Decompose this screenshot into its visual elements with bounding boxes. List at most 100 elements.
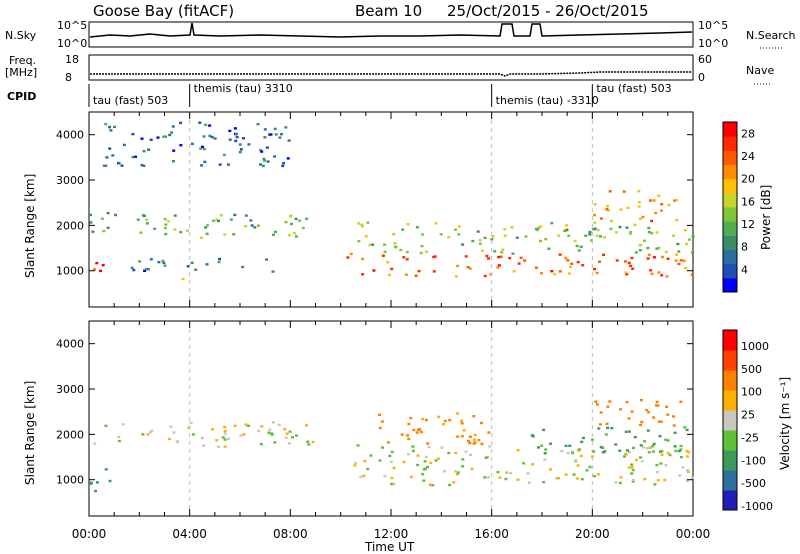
data-cell	[601, 451, 605, 454]
data-cell	[169, 425, 173, 428]
data-cell	[570, 450, 574, 453]
data-cell	[652, 442, 656, 446]
y-tick-label: 1000	[56, 265, 84, 278]
data-cell	[204, 226, 208, 229]
data-cell	[263, 136, 267, 139]
data-cell	[132, 268, 136, 272]
data-cell	[605, 422, 609, 426]
data-cell	[360, 223, 364, 226]
data-cell	[191, 433, 195, 436]
data-cell	[145, 267, 149, 271]
data-cell	[679, 444, 683, 448]
cpid-segment-label: tau (fast) 503	[93, 94, 168, 107]
data-cell	[419, 430, 423, 434]
colorbar-tick-label: -500	[741, 477, 766, 490]
data-cell	[215, 218, 219, 221]
data-cell	[186, 265, 190, 268]
colorbar-frame	[722, 329, 738, 511]
data-cell	[121, 423, 125, 426]
data-cell	[637, 200, 641, 204]
data-cell	[95, 481, 99, 484]
colorbar-tick-label: 20	[741, 173, 755, 186]
data-cell	[102, 229, 106, 233]
data-cell	[641, 446, 645, 449]
data-cell	[390, 450, 394, 454]
data-cell	[108, 479, 112, 483]
data-cell	[383, 250, 387, 254]
data-cell	[572, 473, 576, 476]
colorbar-swatch	[723, 410, 737, 431]
data-cell	[235, 132, 238, 136]
data-cell	[606, 405, 610, 408]
data-cell	[595, 234, 599, 237]
data-cell	[627, 261, 631, 265]
data-cell	[425, 250, 429, 253]
data-cell	[258, 163, 262, 166]
x-tick-label: 00:00	[72, 527, 107, 541]
data-cell	[415, 431, 419, 434]
data-cell	[684, 267, 688, 270]
colorbar-tick-label: -100	[741, 454, 766, 467]
data-cell	[623, 455, 626, 458]
data-cell	[672, 424, 676, 427]
data-cell	[422, 479, 426, 482]
data-cell	[539, 225, 543, 228]
data-cell	[614, 443, 618, 446]
data-cell	[93, 268, 96, 271]
data-cell	[627, 417, 631, 420]
date-range-title: 25/Oct/2015 - 26/Oct/2015	[447, 2, 649, 20]
data-cell	[89, 221, 93, 224]
data-cell	[526, 472, 530, 475]
data-cell	[89, 213, 92, 217]
data-cell	[266, 160, 270, 163]
data-cell	[524, 235, 528, 238]
data-cell	[473, 433, 477, 437]
data-cell	[278, 136, 282, 139]
data-cell	[660, 203, 664, 206]
data-cell	[89, 482, 92, 485]
data-cell	[218, 257, 222, 261]
data-cell	[593, 267, 596, 271]
data-cell	[198, 121, 202, 124]
data-cell	[503, 228, 507, 231]
data-cell	[630, 466, 634, 469]
data-cell	[366, 221, 370, 224]
data-cell	[498, 476, 502, 479]
data-cell	[573, 239, 577, 243]
data-cell	[189, 421, 193, 424]
data-cell	[569, 265, 572, 268]
data-cell	[483, 476, 487, 479]
data-cell	[210, 428, 214, 431]
data-cell	[168, 133, 172, 137]
data-cell	[418, 428, 421, 431]
beam-title: Beam 10	[355, 2, 422, 20]
data-cell	[650, 272, 654, 275]
colorbar-tick-label: -25	[741, 431, 759, 444]
data-cell	[94, 489, 97, 493]
data-cell	[212, 219, 215, 222]
data-cell	[509, 472, 513, 475]
data-cell	[618, 225, 622, 229]
data-cell	[363, 459, 367, 463]
data-cell	[277, 423, 281, 427]
data-cell	[163, 226, 167, 230]
data-cell	[627, 466, 631, 469]
data-cell	[283, 428, 287, 431]
freq-tick-top: 18	[65, 53, 79, 66]
data-cell	[411, 449, 415, 453]
colorbar-tick-label: 8	[741, 241, 748, 254]
data-cell	[501, 248, 505, 251]
data-cell	[117, 162, 121, 165]
data-cell	[203, 160, 207, 164]
data-cell	[614, 481, 618, 484]
data-cell	[448, 483, 452, 487]
data-cell	[581, 436, 585, 440]
nave-tick-bottom: 0	[698, 71, 705, 84]
data-cell	[685, 449, 689, 453]
data-cell	[452, 481, 456, 484]
data-cell	[223, 429, 227, 433]
data-cell	[566, 259, 570, 262]
data-cell	[649, 269, 653, 272]
data-cell	[366, 467, 370, 471]
data-cell	[281, 164, 285, 168]
